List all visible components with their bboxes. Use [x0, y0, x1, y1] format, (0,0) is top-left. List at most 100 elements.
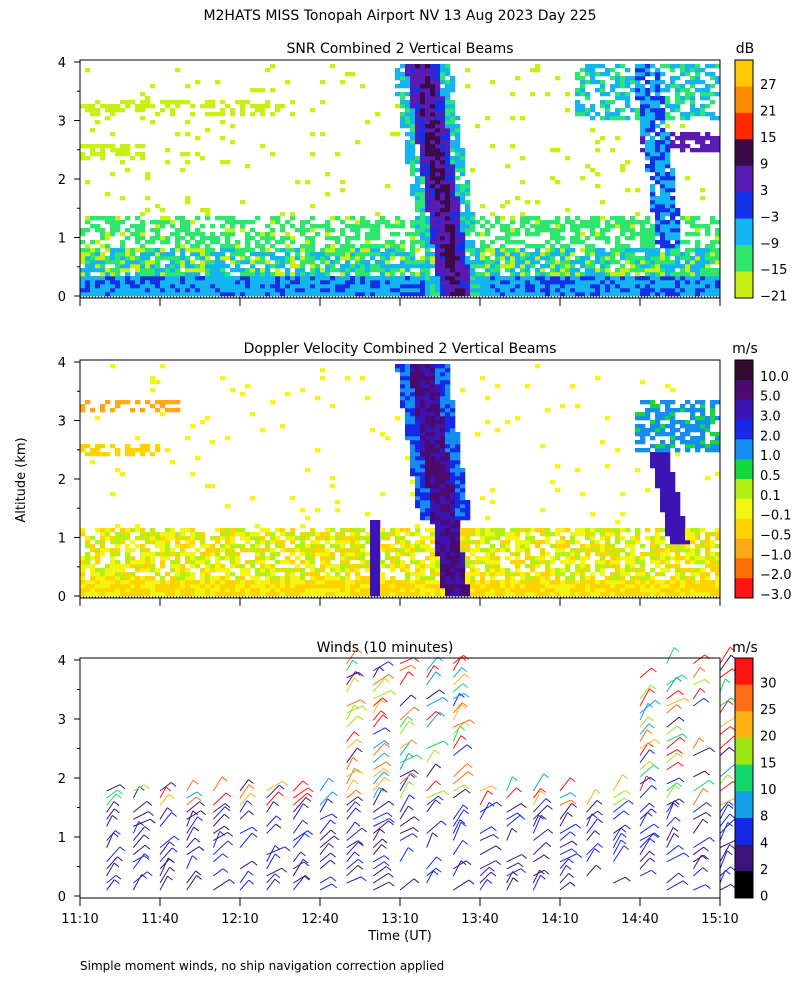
snr-cell	[620, 96, 626, 101]
snr-cell	[440, 72, 446, 77]
doppler-cell	[110, 556, 116, 561]
doppler-cell	[490, 556, 496, 561]
snr-cell	[435, 104, 441, 109]
doppler-cell	[120, 568, 126, 573]
snr-cell	[365, 288, 371, 293]
snr-cell	[320, 224, 326, 229]
doppler-cell	[480, 548, 486, 553]
snr-cell	[185, 160, 191, 165]
snr-cell	[410, 128, 416, 133]
snr-cell	[415, 260, 421, 265]
doppler-cell	[455, 432, 461, 437]
snr-cell	[650, 236, 656, 241]
snr-cell	[655, 80, 661, 85]
snr-cell	[165, 240, 171, 245]
snr-cell	[670, 288, 676, 293]
snr-cell	[120, 268, 126, 273]
snr-cell	[415, 276, 421, 281]
snr-cell	[420, 120, 426, 125]
snr-cell	[380, 260, 386, 265]
snr-cell	[225, 248, 231, 253]
doppler-cell	[335, 500, 341, 505]
snr-cell	[160, 292, 166, 297]
snr-cell	[455, 168, 461, 173]
doppler-cell	[485, 528, 491, 533]
snr-cell	[715, 64, 721, 69]
snr-cell	[595, 148, 601, 153]
doppler-cell	[115, 448, 121, 453]
snr-cell	[180, 244, 186, 249]
snr-cell	[535, 216, 541, 221]
snr-cell	[325, 220, 331, 225]
snr-cell	[445, 64, 451, 69]
doppler-cell	[415, 460, 421, 465]
snr-cell	[635, 220, 641, 225]
snr-cell	[410, 100, 416, 105]
snr-cell	[80, 228, 86, 233]
doppler-cell	[280, 568, 286, 573]
doppler-cell	[445, 480, 451, 485]
snr-cell	[90, 144, 96, 149]
snr-cell	[625, 104, 631, 109]
doppler-cell	[130, 540, 136, 545]
snr-cell	[710, 100, 716, 105]
snr-cell	[305, 292, 311, 297]
doppler-cell	[435, 584, 441, 589]
snr-cell	[520, 180, 526, 185]
doppler-cell	[430, 528, 436, 533]
doppler-cell	[435, 488, 441, 493]
doppler-cell	[255, 580, 261, 585]
snr-cell	[650, 140, 656, 145]
snr-cell	[380, 220, 386, 225]
snr-cell	[455, 188, 461, 193]
snr-cell	[480, 224, 486, 229]
doppler-cell	[440, 388, 446, 393]
doppler-cell	[150, 568, 156, 573]
snr-cell	[220, 272, 226, 277]
snr-cell	[375, 292, 381, 297]
snr-cell	[565, 248, 571, 253]
snr-cell	[210, 104, 216, 109]
snr-cell	[560, 252, 566, 257]
snr-cell	[165, 272, 171, 277]
snr-cell	[450, 76, 456, 81]
snr-cell	[405, 264, 411, 269]
snr-cell	[300, 284, 306, 289]
snr-cell	[90, 252, 96, 257]
doppler-cell	[425, 476, 431, 481]
snr-cell	[210, 240, 216, 245]
doppler-cell	[325, 536, 331, 541]
doppler-cell	[425, 544, 431, 549]
doppler-cell	[505, 556, 511, 561]
snr-cell	[695, 272, 701, 277]
doppler-cell	[80, 408, 86, 413]
doppler-cell	[400, 396, 406, 401]
snr-cell	[420, 224, 426, 229]
snr-cell	[150, 276, 156, 281]
doppler-cell	[555, 544, 561, 549]
doppler-cell	[300, 532, 306, 537]
snr-cell	[100, 216, 106, 221]
doppler-cell	[210, 568, 216, 573]
snr-cell	[440, 88, 446, 93]
snr-cell	[495, 252, 501, 257]
snr-cell	[600, 248, 606, 253]
snr-cell	[215, 284, 221, 289]
snr-cell	[680, 136, 686, 141]
snr-cell	[615, 284, 621, 289]
snr-cell	[535, 252, 541, 257]
doppler-cell	[190, 544, 196, 549]
snr-cell	[135, 264, 141, 269]
doppler-cell	[540, 528, 546, 533]
snr-cell	[440, 208, 446, 213]
doppler-cell	[505, 584, 511, 589]
snr-cell	[690, 148, 696, 153]
doppler-cell	[175, 580, 181, 585]
doppler-cell	[135, 580, 141, 585]
snr-cell	[645, 220, 651, 225]
doppler-cell	[555, 488, 561, 493]
doppler-cell	[130, 452, 136, 457]
snr-cell	[610, 280, 616, 285]
doppler-cell	[545, 572, 551, 577]
snr-cell	[620, 168, 626, 173]
